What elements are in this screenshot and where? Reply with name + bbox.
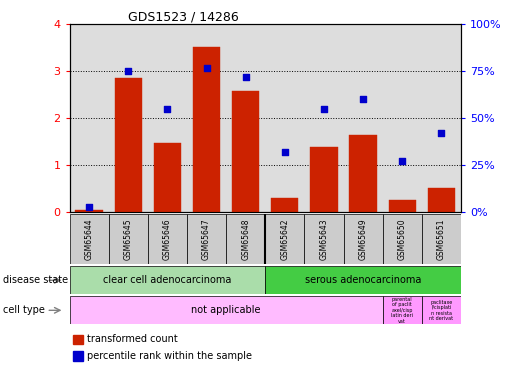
Text: paclitaxe
l/cisplati
n resista
nt derivat: paclitaxe l/cisplati n resista nt deriva…	[430, 300, 453, 321]
Text: disease state: disease state	[3, 275, 67, 285]
Bar	[232, 91, 260, 212]
Text: GDS1523 / 14286: GDS1523 / 14286	[128, 10, 239, 23]
Bar	[310, 147, 338, 212]
Text: clear cell adenocarcinoma: clear cell adenocarcinoma	[103, 275, 232, 285]
Text: GSM65650: GSM65650	[398, 218, 407, 260]
Point	[359, 96, 367, 102]
Bar	[187, 214, 226, 264]
Point	[202, 64, 211, 70]
Bar	[271, 198, 299, 212]
Bar	[74, 351, 83, 361]
Bar	[148, 214, 187, 264]
Text: GSM65646: GSM65646	[163, 218, 172, 260]
Point	[163, 106, 171, 112]
Point	[398, 158, 406, 164]
Bar	[383, 214, 422, 264]
Bar	[422, 296, 461, 324]
Bar	[427, 188, 455, 212]
Text: serous adenocarcinoma: serous adenocarcinoma	[305, 275, 421, 285]
Text: GSM65645: GSM65645	[124, 218, 133, 260]
Text: GSM65643: GSM65643	[319, 218, 329, 260]
Text: GSM65648: GSM65648	[241, 218, 250, 260]
Text: parental
of paclit
axel/cisp
latin deri
vat: parental of paclit axel/cisp latin deri …	[391, 297, 413, 324]
Bar	[388, 200, 416, 212]
Text: not applicable: not applicable	[192, 305, 261, 315]
Text: percentile rank within the sample: percentile rank within the sample	[87, 351, 252, 361]
Bar	[383, 296, 422, 324]
Bar	[265, 214, 304, 264]
Text: GSM65644: GSM65644	[84, 218, 94, 260]
Text: GSM65647: GSM65647	[202, 218, 211, 260]
Text: transformed count: transformed count	[87, 334, 178, 344]
Bar	[70, 296, 383, 324]
Bar	[265, 266, 461, 294]
Bar	[75, 210, 103, 212]
Point	[320, 106, 328, 112]
Bar	[70, 214, 109, 264]
Text: cell type: cell type	[3, 305, 44, 315]
Point	[242, 74, 250, 80]
Bar	[304, 214, 344, 264]
Text: GSM65651: GSM65651	[437, 218, 446, 260]
Bar	[344, 214, 383, 264]
Point	[124, 68, 132, 74]
Bar	[349, 135, 377, 212]
Bar	[114, 78, 142, 212]
Bar	[153, 142, 181, 212]
Bar	[74, 335, 83, 344]
Bar	[70, 266, 265, 294]
Point	[437, 130, 445, 136]
Text: GSM65642: GSM65642	[280, 218, 289, 260]
Point	[281, 149, 289, 155]
Bar	[193, 47, 220, 212]
Bar	[422, 214, 461, 264]
Bar	[109, 214, 148, 264]
Point	[85, 204, 93, 210]
Bar	[226, 214, 265, 264]
Text: GSM65649: GSM65649	[358, 218, 368, 260]
